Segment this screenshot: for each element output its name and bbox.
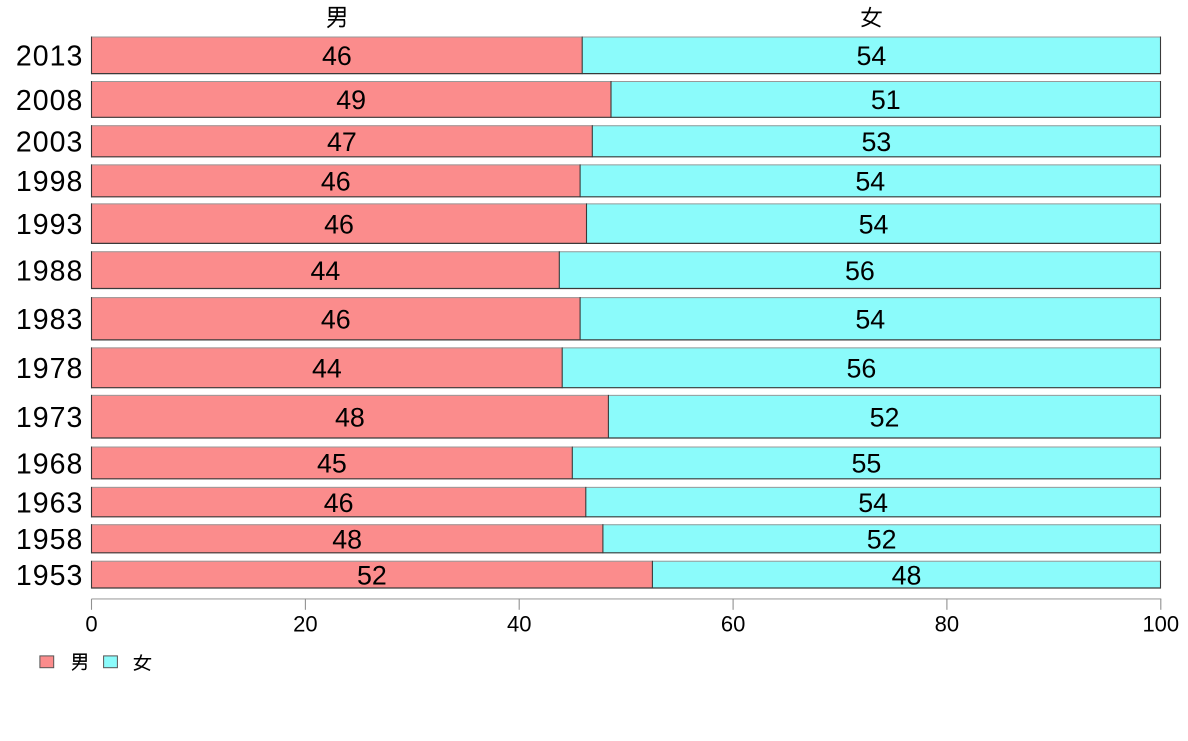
svg-text:45: 45 bbox=[317, 449, 347, 479]
svg-text:2008: 2008 bbox=[16, 85, 83, 117]
svg-text:53: 53 bbox=[861, 127, 891, 157]
svg-text:48: 48 bbox=[335, 403, 365, 433]
svg-text:1973: 1973 bbox=[16, 402, 83, 434]
svg-text:52: 52 bbox=[867, 525, 897, 555]
svg-text:54: 54 bbox=[858, 488, 888, 518]
svg-text:44: 44 bbox=[310, 256, 340, 286]
svg-text:1963: 1963 bbox=[16, 488, 83, 520]
svg-text:2003: 2003 bbox=[16, 127, 83, 159]
svg-text:51: 51 bbox=[871, 85, 901, 115]
svg-text:20: 20 bbox=[293, 612, 317, 637]
svg-text:44: 44 bbox=[312, 354, 342, 384]
svg-text:56: 56 bbox=[845, 256, 875, 286]
svg-text:48: 48 bbox=[892, 560, 922, 590]
svg-text:54: 54 bbox=[855, 167, 885, 197]
svg-text:52: 52 bbox=[357, 560, 387, 590]
svg-text:46: 46 bbox=[322, 41, 352, 71]
svg-text:49: 49 bbox=[336, 85, 366, 115]
svg-text:1953: 1953 bbox=[16, 560, 83, 592]
svg-text:46: 46 bbox=[321, 167, 351, 197]
svg-text:1978: 1978 bbox=[16, 353, 83, 385]
svg-text:40: 40 bbox=[507, 612, 531, 637]
svg-text:60: 60 bbox=[721, 612, 745, 637]
svg-text:46: 46 bbox=[321, 305, 351, 335]
svg-text:0: 0 bbox=[85, 612, 97, 637]
svg-text:80: 80 bbox=[935, 612, 959, 637]
svg-text:47: 47 bbox=[327, 127, 357, 157]
svg-text:1998: 1998 bbox=[16, 166, 83, 198]
svg-text:100: 100 bbox=[1142, 612, 1179, 637]
svg-text:1958: 1958 bbox=[16, 524, 83, 556]
svg-text:46: 46 bbox=[324, 210, 354, 240]
svg-text:46: 46 bbox=[324, 488, 354, 518]
svg-text:54: 54 bbox=[855, 305, 885, 335]
svg-text:54: 54 bbox=[859, 210, 889, 240]
svg-text:55: 55 bbox=[851, 449, 881, 479]
svg-text:56: 56 bbox=[846, 354, 876, 384]
svg-text:1993: 1993 bbox=[16, 209, 83, 241]
svg-text:1983: 1983 bbox=[16, 304, 83, 336]
svg-text:48: 48 bbox=[332, 525, 362, 555]
svg-text:52: 52 bbox=[870, 403, 900, 433]
svg-text:1968: 1968 bbox=[16, 448, 83, 480]
svg-text:1988: 1988 bbox=[16, 256, 83, 288]
svg-text:2013: 2013 bbox=[16, 41, 83, 73]
svg-text:54: 54 bbox=[856, 41, 886, 71]
